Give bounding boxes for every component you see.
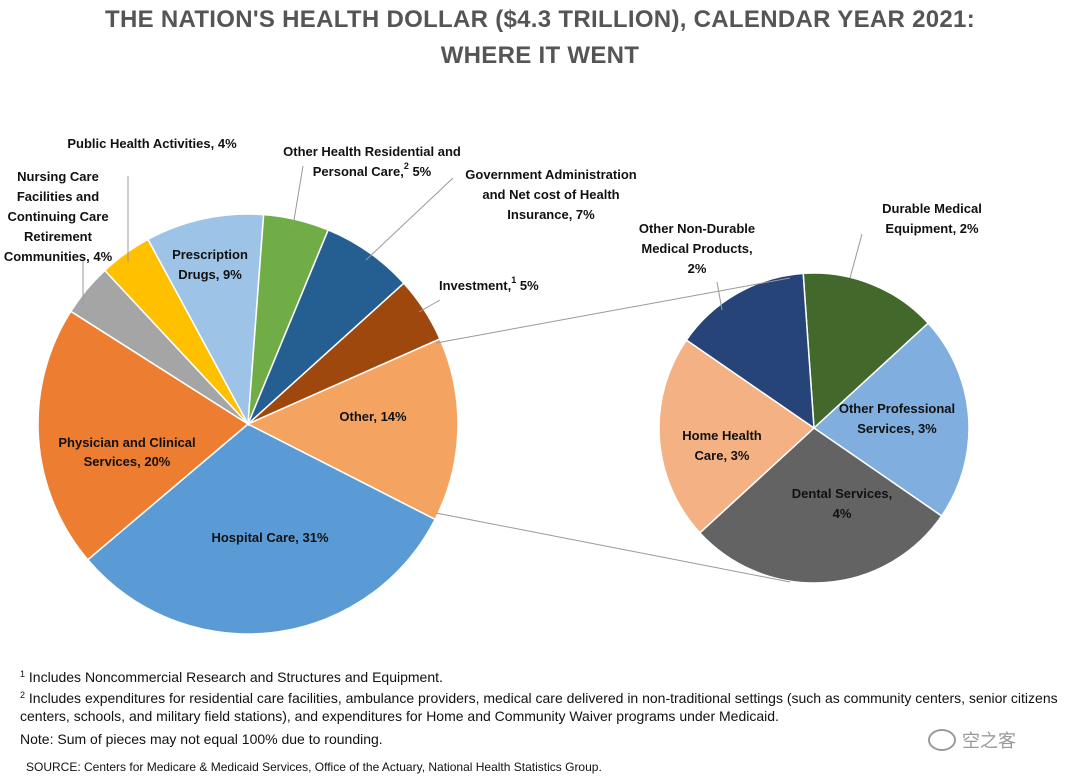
leader-dme — [849, 233, 863, 279]
slice-label-government-line-2: and Net cost of Health — [482, 187, 619, 202]
slice-label-investment: Investment,1 5% — [439, 275, 539, 293]
slice-label-nursing-line-2: Facilities and — [17, 189, 99, 204]
slice-label-physician-line-2: Services, 20% — [84, 454, 171, 469]
slice-label-rx-line-2: Drugs, 9% — [178, 267, 242, 282]
slice-label-physician-line-1: Physician and Clinical — [58, 435, 195, 450]
leader-government — [365, 177, 454, 261]
connector-lines — [82, 165, 863, 583]
main-pie-slice-physician-and-clinical-services — [37, 310, 250, 561]
wechat-icon — [928, 729, 956, 751]
chart-title-line-2: WHERE IT WENT — [440, 42, 640, 69]
footnote-2: 2 Includes expenditures for residential … — [20, 690, 1058, 724]
detail-pie-slice-home-health-care — [658, 339, 816, 534]
slice-label-rx-line-1: Prescription — [172, 247, 248, 262]
slice-label-hospital-care: Hospital Care, 31% — [211, 530, 328, 545]
main-pie-slice-prescription-drugs — [146, 213, 265, 427]
slice-label-dental-line-1: Dental Services, — [792, 486, 892, 501]
health-dollar-chart: Hospital Care, 31% Physician and Clinica… — [4, 136, 982, 635]
slice-label-public-health: Public Health Activities, 4% — [67, 136, 237, 151]
slice-label-home-health-line-2: Care, 3% — [695, 448, 750, 463]
detail-pie — [658, 272, 970, 584]
slice-label-nursing-line-3: Continuing Care — [7, 209, 108, 224]
slice-label-government-line-3: Insurance, 7% — [507, 207, 595, 222]
main-pie — [37, 213, 459, 635]
footnote-note: Note: Sum of pieces may not equal 100% d… — [20, 731, 383, 747]
slice-label-dme-line-2: Equipment, 2% — [885, 221, 979, 236]
slice-label-nursing-line-4: Retirement — [24, 229, 93, 244]
slice-label-nursing-line-1: Nursing Care — [17, 169, 99, 184]
leader-other-residential — [292, 165, 304, 227]
slice-label-home-health-line-1: Home Health — [682, 428, 762, 443]
watermark: 空之客 — [928, 727, 1016, 753]
slice-label-other-professional-line-2: Services, 3% — [857, 421, 937, 436]
slice-label-dme-line-1: Durable Medical — [882, 201, 982, 216]
footnote-1: 1 Includes Noncommercial Research and St… — [20, 669, 443, 685]
detail-pie-slice-other-non-durable-medical-products — [685, 272, 815, 430]
detail-pie-slice-durable-medical-equipment — [802, 272, 930, 430]
slice-label-other: Other, 14% — [339, 409, 407, 424]
source-note: SOURCE: Centers for Medicare & Medicaid … — [26, 760, 602, 774]
slice-label-other-residential-line-1: Other Health Residential and — [283, 144, 461, 159]
detail-pie-slice-dental-services — [698, 427, 943, 584]
slice-label-nursing-line-5: Communities, 4% — [4, 249, 113, 264]
leader-investment — [418, 299, 441, 313]
slice-label-other-residential-line-2: Personal Care,2 5% — [313, 161, 432, 179]
slice-label-government-line-1: Government Administration — [465, 167, 636, 182]
slice-label-non-durable-line-1: Other Non-Durable — [639, 221, 755, 236]
detail-pie-slice-other-professional-services — [812, 322, 970, 517]
slice-label-other-professional-line-1: Other Professional — [839, 401, 955, 416]
leader-non-durable — [716, 281, 723, 311]
connector-top — [435, 277, 791, 344]
main-pie-slice-hospital-care — [86, 423, 437, 635]
connector-bottom — [435, 512, 791, 583]
chart-title-line-1: THE NATION'S HEALTH DOLLAR ($4.3 TRILLIO… — [105, 6, 975, 33]
slice-label-non-durable-line-3: 2% — [688, 261, 707, 276]
slice-label-dental-line-2: 4% — [833, 506, 852, 521]
slice-label-non-durable-line-2: Medical Products, — [641, 241, 752, 256]
main-pie-slice-other — [246, 337, 459, 521]
